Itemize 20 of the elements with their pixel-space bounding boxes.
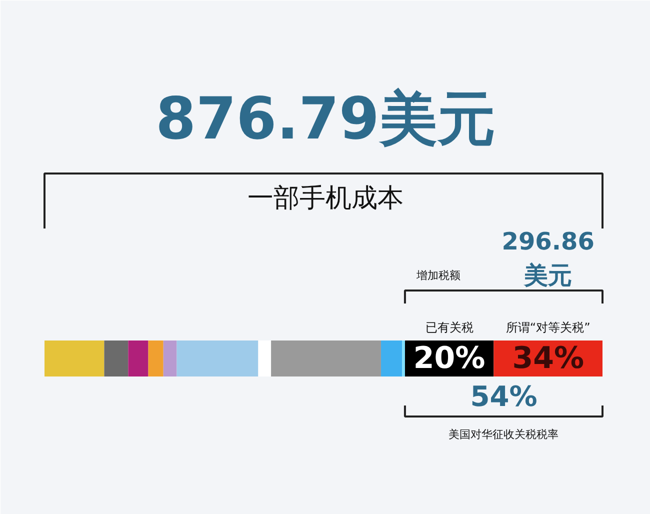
annotation: 20% [413, 341, 486, 376]
bar [258, 340, 272, 376]
bar [402, 340, 405, 376]
bar [380, 340, 402, 376]
chart-title: 876.79美元 [156, 84, 496, 152]
bar [271, 340, 381, 376]
text: 已有关税 [425, 320, 474, 334]
bar [176, 340, 258, 376]
chart-subtitle: 一部手机成本 [248, 184, 404, 214]
bar [163, 340, 177, 376]
text: 增加税额 [415, 269, 460, 282]
bar [104, 340, 128, 376]
annotation: 34% [512, 341, 584, 376]
text: 54% [470, 380, 538, 413]
bar [128, 340, 148, 376]
bar [148, 340, 164, 376]
text: 296.86 美元 [502, 228, 594, 290]
text: 所谓“对等关税” [506, 320, 590, 334]
text: 美国对华征收关税税率 [448, 428, 559, 441]
bar [44, 340, 104, 376]
